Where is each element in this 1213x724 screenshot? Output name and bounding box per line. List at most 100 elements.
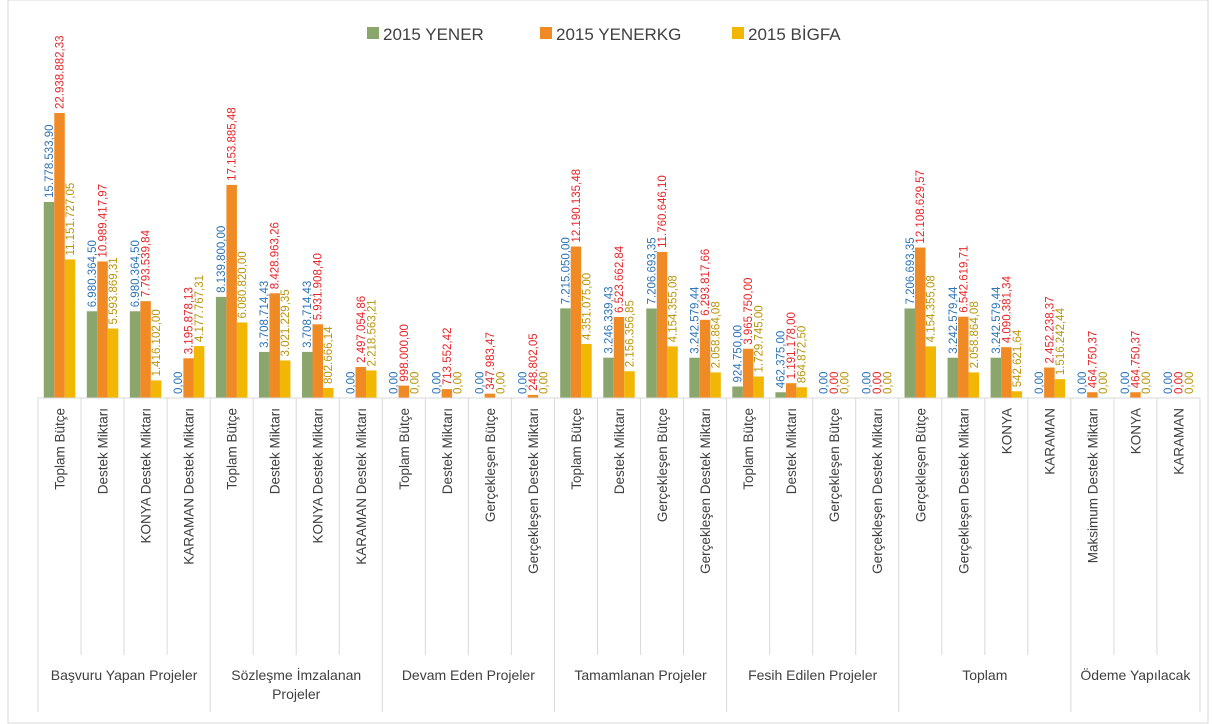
data-label: 0,00	[1141, 372, 1153, 394]
data-label: 3.242.579,44	[991, 286, 1003, 354]
data-label: 4.154.355,08	[668, 275, 680, 342]
bar	[527, 394, 539, 398]
data-label: 7.206.693,35	[647, 237, 659, 304]
data-label: 3.021.229,35	[280, 289, 292, 356]
x-tick-label: Gerçekleşen Destek Miktarı	[526, 408, 541, 574]
chart-border	[7, 0, 1209, 724]
data-label: 864.872,50	[797, 326, 809, 384]
data-label: 0,00	[495, 372, 507, 394]
bar	[1054, 379, 1066, 398]
group-label: Toplam	[962, 667, 1008, 683]
bar	[64, 259, 76, 398]
data-label: 0,00	[1077, 372, 1089, 394]
data-label: 4.351.075,00	[581, 273, 593, 340]
data-label: 248.802,05	[528, 333, 540, 391]
bar	[904, 308, 916, 398]
legend-label: 2015 YENERKG	[556, 25, 681, 44]
data-label: 17.153.885,48	[227, 107, 239, 181]
bar	[1044, 367, 1055, 398]
bar	[775, 392, 786, 398]
data-label: 2.452.238,37	[1044, 296, 1056, 363]
data-label: 3.965.750,00	[743, 278, 755, 345]
x-tick-label: Toplam Bütçe	[397, 408, 412, 490]
bar	[560, 308, 571, 398]
legend-swatch	[367, 27, 379, 39]
data-label: 0,00	[819, 372, 831, 394]
data-label: 0,00	[345, 372, 357, 394]
data-label: 7.206.693,35	[905, 237, 917, 304]
x-tick-label: KARAMAN Destek Miktarı	[182, 408, 197, 565]
data-label: 5.593.869,31	[108, 257, 120, 324]
data-label: 3.246.339,43	[604, 287, 616, 354]
group-label: Başvuru Yapan Projeler	[50, 667, 198, 683]
data-label: 464.750,37	[1087, 331, 1099, 389]
group-label: Tamamlanan Projeler	[574, 667, 707, 683]
bar	[43, 201, 55, 398]
data-label: 713.552,42	[442, 328, 454, 386]
bar	[129, 311, 141, 398]
bar	[236, 322, 248, 398]
x-tick-label: Toplam Bütçe	[53, 408, 68, 490]
legend-label: 2015 YENER	[383, 25, 484, 44]
data-label: 6.080.820,00	[237, 251, 249, 318]
bar	[269, 293, 280, 398]
data-label: 1.191.178,00	[786, 312, 798, 379]
data-label: 0,00	[872, 372, 884, 394]
bar	[689, 357, 700, 398]
x-tick-label: Gerçekleşen Destek Miktarı	[698, 408, 713, 574]
bar	[968, 372, 980, 398]
bar	[398, 385, 410, 398]
data-label: 3.708.714,43	[302, 281, 314, 348]
x-tick-label: Toplam Bütçe	[741, 408, 756, 490]
bar	[753, 376, 764, 398]
data-label: 0,00	[883, 372, 895, 394]
bar	[258, 351, 270, 398]
data-label: 542.621,64	[1012, 329, 1024, 387]
x-tick-label: KARAMAN	[1042, 408, 1057, 475]
bar	[355, 366, 367, 398]
x-tick-label: Gerçekleşen Bütçe	[913, 408, 928, 522]
x-tick-label: Gerçekleşen Bütçe	[655, 408, 670, 522]
bar	[1001, 347, 1012, 398]
data-label: 0,00	[388, 372, 400, 394]
bar	[140, 301, 151, 398]
legend-swatch	[540, 27, 552, 39]
data-label: 0,00	[431, 372, 443, 394]
data-label: 0,00	[538, 372, 550, 394]
data-label: 0,00	[1120, 372, 1132, 394]
x-tick-label: Destek Miktarı	[96, 408, 111, 494]
bar	[193, 346, 205, 398]
data-label: 1.516.242,44	[1055, 307, 1067, 375]
bar	[915, 247, 926, 398]
bar	[484, 393, 496, 398]
data-label: 0,00	[1173, 372, 1185, 394]
data-label: 6.980.364,50	[130, 240, 142, 307]
x-tick-label: KONYA	[999, 408, 1014, 454]
data-label: 0,00	[452, 372, 464, 394]
bar	[732, 386, 743, 398]
data-label: 6.523.662,84	[614, 245, 626, 313]
bar	[656, 251, 668, 398]
bar	[613, 316, 625, 398]
data-label: 2.156.356,85	[625, 300, 637, 367]
data-label: 3.242.579,44	[690, 286, 702, 354]
data-label: 2.058.864,08	[711, 301, 723, 368]
data-label: 15.778.533,90	[44, 124, 56, 198]
data-label: 0,00	[829, 372, 841, 394]
bar	[796, 387, 807, 398]
bar	[570, 246, 582, 398]
group-label: Devam Eden Projeler	[401, 667, 535, 683]
bar	[279, 360, 291, 398]
data-label: 0,00	[1034, 372, 1046, 394]
x-tick-label: Toplam Bütçe	[225, 408, 240, 490]
legend-label: 2015 BİGFA	[748, 25, 841, 44]
bar	[947, 357, 959, 398]
group-label: Ödeme Yapılacak	[1080, 667, 1191, 683]
data-label: 5.931.908,40	[313, 253, 325, 320]
bar	[667, 346, 678, 398]
bar	[990, 357, 1002, 398]
data-label: 11.151.727,05	[65, 183, 77, 256]
data-label: 3.195.878,13	[184, 287, 196, 354]
data-label: 4.177.767,31	[194, 275, 206, 342]
